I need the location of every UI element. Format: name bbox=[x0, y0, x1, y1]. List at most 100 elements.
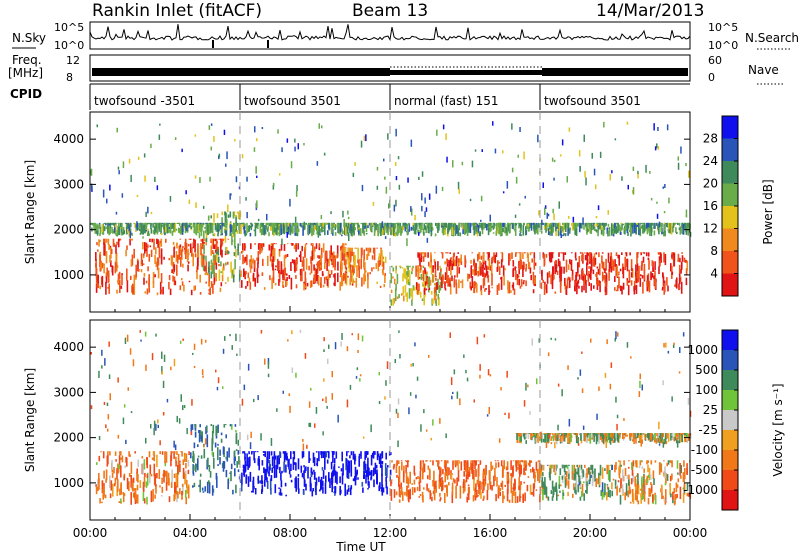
nsky-line bbox=[89, 24, 691, 42]
heatmap-cell bbox=[665, 433, 668, 439]
heatmap-cell bbox=[609, 490, 611, 498]
heatmap-cell bbox=[273, 454, 276, 467]
heatmap-cell bbox=[297, 243, 299, 250]
heatmap-cell bbox=[626, 258, 629, 272]
heatmap-cell bbox=[325, 222, 327, 224]
heatmap-cell bbox=[181, 490, 183, 496]
heatmap-cell bbox=[363, 222, 365, 229]
heatmap-cell bbox=[387, 465, 389, 468]
heatmap-cell bbox=[164, 461, 167, 467]
heatmap-cell bbox=[563, 233, 565, 236]
heatmap-cell bbox=[297, 477, 300, 490]
heatmap-cell bbox=[318, 451, 320, 462]
heatmap-cell bbox=[451, 482, 454, 489]
heatmap-cell bbox=[370, 424, 372, 433]
heatmap-cell bbox=[96, 223, 98, 231]
heatmap-cell bbox=[406, 223, 408, 230]
heatmap-cell bbox=[121, 273, 123, 275]
heatmap-cell bbox=[185, 190, 187, 195]
heatmap-cell bbox=[295, 265, 298, 268]
heatmap-cell bbox=[157, 239, 159, 248]
heatmap-cell bbox=[202, 238, 204, 247]
heatmap-cell bbox=[243, 451, 246, 454]
heatmap-cell bbox=[193, 240, 195, 247]
heatmap-cell bbox=[220, 233, 222, 236]
heatmap-cell bbox=[601, 488, 604, 500]
heatmap-cell bbox=[473, 479, 475, 491]
heatmap-cell bbox=[597, 224, 599, 227]
heatmap-cell bbox=[126, 222, 128, 227]
heatmap-cell bbox=[356, 469, 358, 475]
heatmap-cell bbox=[208, 289, 211, 292]
heatmap-cell bbox=[312, 452, 315, 463]
heatmap-cell bbox=[179, 460, 181, 473]
heatmap-cell bbox=[304, 271, 307, 285]
heatmap-cell bbox=[638, 435, 640, 438]
heatmap-cell bbox=[395, 128, 397, 137]
heatmap-cell bbox=[480, 219, 482, 222]
heatmap-cell bbox=[389, 469, 392, 476]
heatmap-cell bbox=[116, 241, 118, 245]
heatmap-cell bbox=[250, 255, 253, 266]
heatmap-cell bbox=[471, 160, 474, 168]
cpid-segments: twofsound -3501 twofsound 3501 normal (fas… bbox=[89, 84, 641, 110]
heatmap-cell bbox=[234, 139, 236, 142]
heatmap-cell bbox=[292, 457, 295, 470]
heatmap-cell bbox=[388, 227, 390, 230]
heatmap-cell bbox=[220, 432, 223, 436]
heatmap-cell bbox=[488, 222, 490, 231]
heatmap-cell bbox=[506, 224, 509, 236]
heatmap-cell bbox=[546, 222, 548, 224]
heatmap-cell bbox=[230, 470, 232, 482]
heatmap-cell bbox=[549, 222, 552, 227]
heatmap-cell bbox=[103, 222, 106, 224]
heatmap-cell bbox=[604, 274, 606, 283]
heatmap-cell bbox=[685, 268, 688, 276]
heatmap-cell bbox=[350, 269, 352, 281]
heatmap-cell bbox=[648, 280, 651, 293]
heatmap-cell bbox=[540, 282, 543, 289]
heatmap-cell bbox=[531, 338, 533, 346]
heatmap-cell bbox=[235, 225, 238, 232]
heatmap-cell bbox=[152, 229, 155, 234]
heatmap-cell bbox=[392, 466, 395, 470]
heatmap-cell bbox=[232, 489, 234, 495]
heatmap-cell bbox=[146, 457, 148, 466]
heatmap-cell bbox=[434, 233, 437, 237]
heatmap-cell bbox=[90, 183, 93, 191]
heatmap-cell bbox=[113, 227, 116, 233]
heatmap-cell bbox=[119, 238, 122, 241]
heatmap-cell bbox=[126, 457, 128, 467]
heatmap-cell bbox=[570, 433, 572, 443]
heatmap-cell bbox=[469, 467, 472, 471]
heatmap-cell bbox=[106, 222, 108, 224]
heatmap-cell bbox=[178, 222, 181, 227]
heatmap-cell bbox=[525, 461, 528, 467]
heatmap-cell bbox=[146, 247, 148, 257]
heatmap-cell bbox=[308, 401, 311, 408]
heatmap-cell bbox=[98, 239, 100, 247]
heatmap-cell bbox=[610, 433, 613, 439]
heatmap-cell bbox=[628, 460, 630, 462]
heatmap-cell bbox=[146, 288, 149, 295]
heatmap-cell bbox=[199, 430, 202, 439]
heatmap-cell bbox=[660, 484, 663, 493]
heatmap-cell bbox=[560, 272, 562, 282]
heatmap-cell bbox=[620, 464, 622, 467]
heatmap-cell bbox=[470, 460, 472, 462]
heatmap-cell bbox=[631, 268, 633, 272]
heatmap-cell bbox=[411, 271, 413, 275]
heatmap-cell bbox=[624, 492, 626, 501]
heatmap-cell bbox=[535, 224, 537, 231]
heatmap-cell bbox=[615, 289, 618, 292]
freq-unit: [MHz] bbox=[8, 66, 43, 80]
heatmap-cell bbox=[583, 134, 585, 142]
heatmap-cell bbox=[528, 462, 530, 466]
heatmap-cell bbox=[369, 247, 372, 253]
heatmap-cell bbox=[478, 266, 481, 275]
heatmap-cell bbox=[254, 451, 257, 453]
heatmap-cell bbox=[557, 433, 560, 438]
heatmap-cell bbox=[100, 262, 102, 271]
heatmap-cell bbox=[173, 440, 175, 448]
heatmap-cell bbox=[498, 222, 501, 235]
